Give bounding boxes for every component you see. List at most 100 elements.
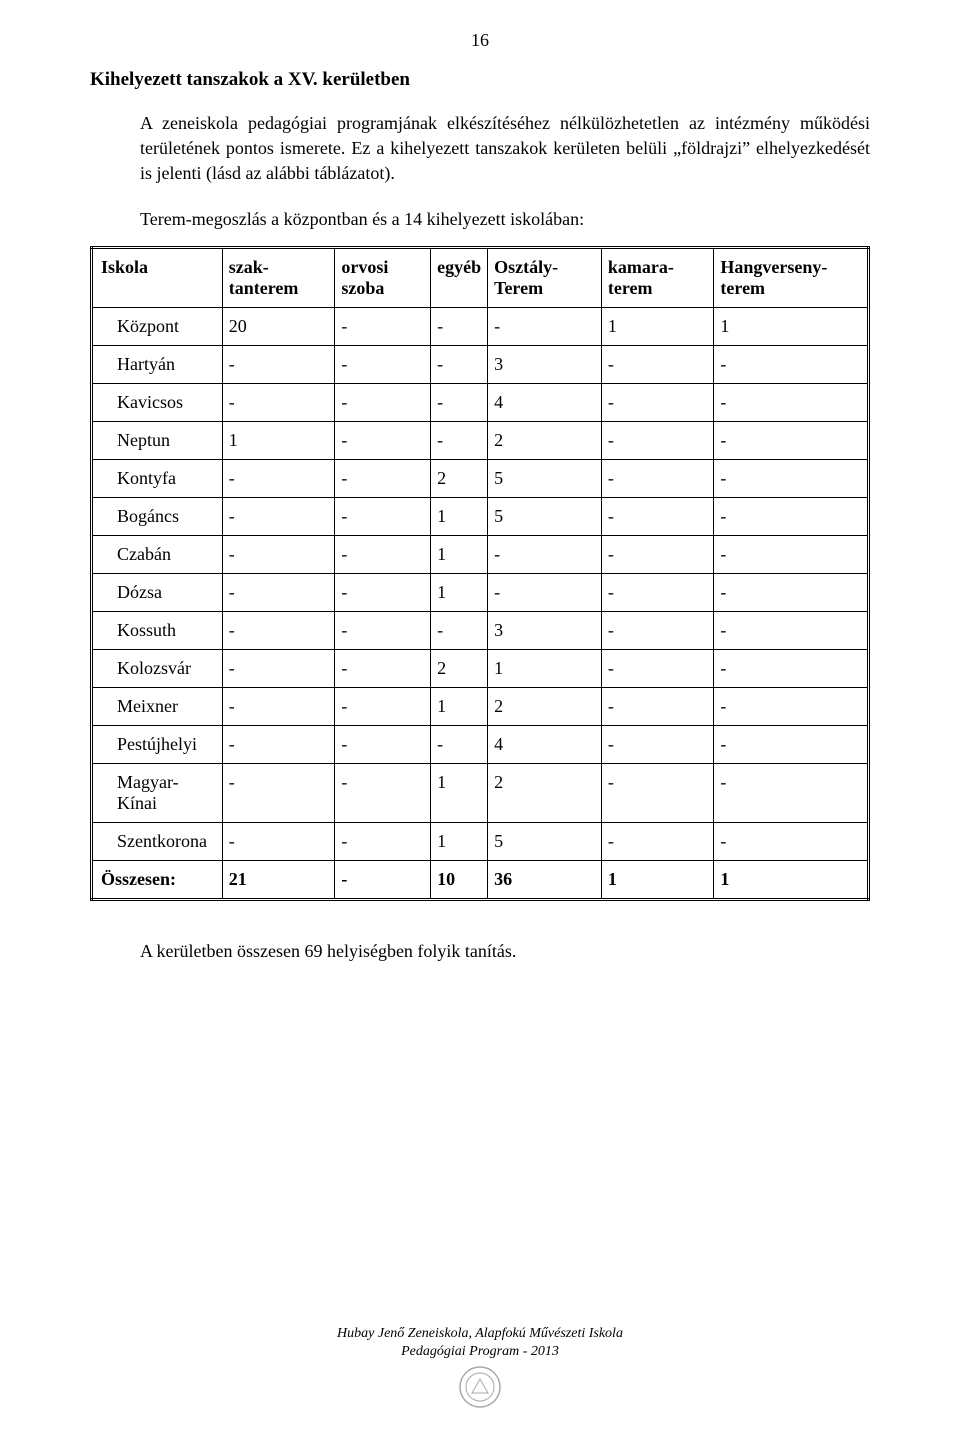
- table-row: Magyar-Kínai--12--: [92, 763, 869, 822]
- cell: 3: [488, 345, 602, 383]
- col-egyeb: egyéb: [431, 247, 488, 307]
- cell: -: [714, 763, 869, 822]
- cell: Kolozsvár: [92, 649, 223, 687]
- table-row: Czabán--1---: [92, 535, 869, 573]
- cell: 1: [431, 573, 488, 611]
- table-row: Hartyán---3--: [92, 345, 869, 383]
- cell: -: [335, 611, 431, 649]
- cell: -: [488, 307, 602, 345]
- cell: 1: [431, 535, 488, 573]
- cell: Szentkorona: [92, 822, 223, 860]
- cell: 2: [488, 687, 602, 725]
- cell: 10: [431, 860, 488, 899]
- cell: 2: [431, 649, 488, 687]
- cell: 1: [431, 497, 488, 535]
- cell: 1: [714, 307, 869, 345]
- cell: -: [335, 383, 431, 421]
- cell: -: [714, 421, 869, 459]
- cell: -: [222, 345, 335, 383]
- cell: Bogáncs: [92, 497, 223, 535]
- cell: -: [601, 345, 714, 383]
- cell: -: [601, 822, 714, 860]
- cell: -: [222, 649, 335, 687]
- cell: 4: [488, 383, 602, 421]
- cell: 21: [222, 860, 335, 899]
- cell: 20: [222, 307, 335, 345]
- cell: 1: [601, 307, 714, 345]
- table-row: Szentkorona--15--: [92, 822, 869, 860]
- cell: -: [222, 459, 335, 497]
- cell: -: [601, 649, 714, 687]
- cell: Összesen:: [92, 860, 223, 899]
- cell: -: [431, 345, 488, 383]
- document-page: 16 Kihelyezett tanszakok a XV. kerületbe…: [0, 0, 960, 1433]
- cell: Czabán: [92, 535, 223, 573]
- cell: 1: [431, 822, 488, 860]
- cell: -: [335, 459, 431, 497]
- cell: -: [601, 687, 714, 725]
- cell: Meixner: [92, 687, 223, 725]
- col-iskola: Iskola: [92, 247, 223, 307]
- cell: -: [222, 573, 335, 611]
- cell: Kossuth: [92, 611, 223, 649]
- table-row: Kossuth---3--: [92, 611, 869, 649]
- cell: -: [222, 383, 335, 421]
- cell: 1: [714, 860, 869, 899]
- col-orvosi-szoba: orvosi szoba: [335, 247, 431, 307]
- cell: 5: [488, 497, 602, 535]
- cell: -: [335, 860, 431, 899]
- cell: -: [222, 497, 335, 535]
- cell: -: [714, 345, 869, 383]
- col-kamara-terem: kamara-terem: [601, 247, 714, 307]
- cell: -: [335, 535, 431, 573]
- cell: -: [601, 421, 714, 459]
- cell: -: [601, 459, 714, 497]
- cell: Pestújhelyi: [92, 725, 223, 763]
- cell: 36: [488, 860, 602, 899]
- cell: 5: [488, 459, 602, 497]
- table-row: Kavicsos---4--: [92, 383, 869, 421]
- table-total-row: Összesen:21-103611: [92, 860, 869, 899]
- cell: 1: [431, 687, 488, 725]
- col-hangverseny-terem: Hangverseny-terem: [714, 247, 869, 307]
- cell: -: [488, 535, 602, 573]
- cell: -: [714, 611, 869, 649]
- cell: -: [335, 345, 431, 383]
- cell: Dózsa: [92, 573, 223, 611]
- cell: -: [335, 307, 431, 345]
- cell: Neptun: [92, 421, 223, 459]
- cell: -: [714, 573, 869, 611]
- table-row: Pestújhelyi---4--: [92, 725, 869, 763]
- cell: 3: [488, 611, 602, 649]
- cell: -: [222, 763, 335, 822]
- cell: -: [601, 535, 714, 573]
- cell: 4: [488, 725, 602, 763]
- col-osztaly-terem: Osztály-Terem: [488, 247, 602, 307]
- cell: Kavicsos: [92, 383, 223, 421]
- col-szaktanterem: szak-tanterem: [222, 247, 335, 307]
- cell: -: [488, 573, 602, 611]
- cell: -: [601, 573, 714, 611]
- cell: -: [431, 421, 488, 459]
- cell: 1: [488, 649, 602, 687]
- footer-line-1: Hubay Jenő Zeneiskola, Alapfokú Művészet…: [0, 1325, 960, 1343]
- cell: -: [335, 822, 431, 860]
- cell: Hartyán: [92, 345, 223, 383]
- page-number: 16: [90, 30, 870, 51]
- cell: -: [601, 725, 714, 763]
- cell: -: [431, 307, 488, 345]
- cell: Központ: [92, 307, 223, 345]
- cell: -: [335, 763, 431, 822]
- cell: -: [335, 725, 431, 763]
- cell: -: [601, 611, 714, 649]
- cell: -: [714, 497, 869, 535]
- cell: -: [714, 725, 869, 763]
- cell: -: [222, 822, 335, 860]
- table-row: Kontyfa--25--: [92, 459, 869, 497]
- table-header-row: Iskola szak-tanterem orvosi szoba egyéb …: [92, 247, 869, 307]
- cell: -: [222, 687, 335, 725]
- cell: -: [714, 822, 869, 860]
- footer-line-2: Pedagógiai Program - 2013: [0, 1343, 960, 1361]
- cell: -: [335, 421, 431, 459]
- cell: -: [335, 687, 431, 725]
